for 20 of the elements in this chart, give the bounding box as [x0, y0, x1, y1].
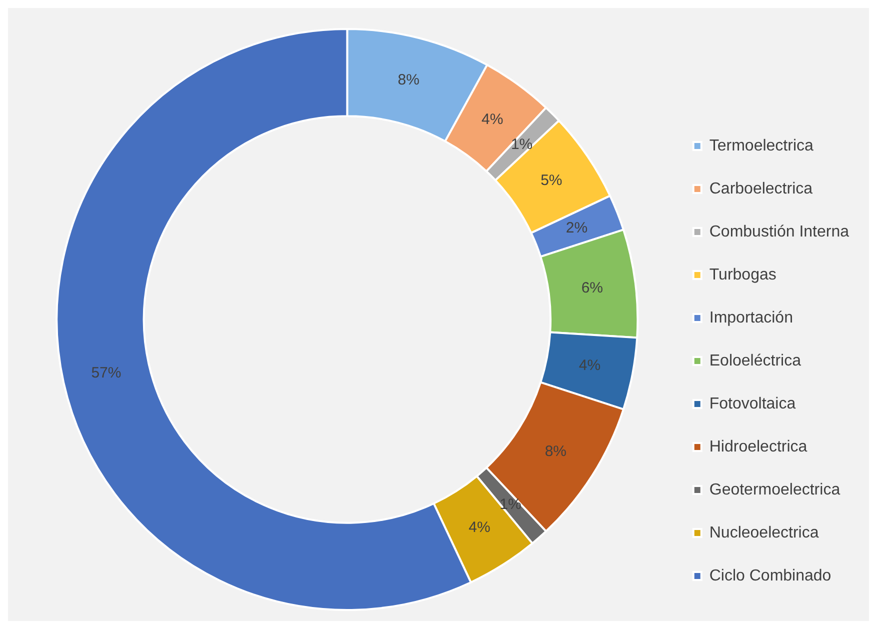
legend-label: Hidroelectrica	[709, 438, 808, 456]
data-label: 4%	[578, 356, 601, 374]
data-label: 6%	[581, 280, 604, 297]
legend-label: Carboelectrica	[709, 180, 813, 198]
legend-label: Termoelectrica	[709, 137, 814, 154]
legend-label: Ciclo Combinado	[709, 567, 832, 584]
legend-label: Fotovoltaica	[709, 395, 796, 412]
data-label: 8%	[398, 71, 420, 88]
data-label: 8%	[544, 442, 567, 460]
legend-label: Nucleoelectrica	[709, 524, 819, 542]
data-label: 2%	[566, 220, 588, 237]
legend-label: Combustión Interna	[709, 223, 850, 240]
data-label: 4%	[481, 110, 504, 128]
legend-label: Importación	[709, 309, 793, 326]
legend-label: Eoloeléctrica	[709, 352, 802, 370]
legend-label: Geotermoelectrica	[709, 481, 840, 498]
data-label: 4%	[468, 519, 490, 536]
legend-label: Turbogas	[709, 266, 776, 284]
data-label: 57%	[91, 364, 122, 382]
data-label: 5%	[540, 172, 562, 189]
